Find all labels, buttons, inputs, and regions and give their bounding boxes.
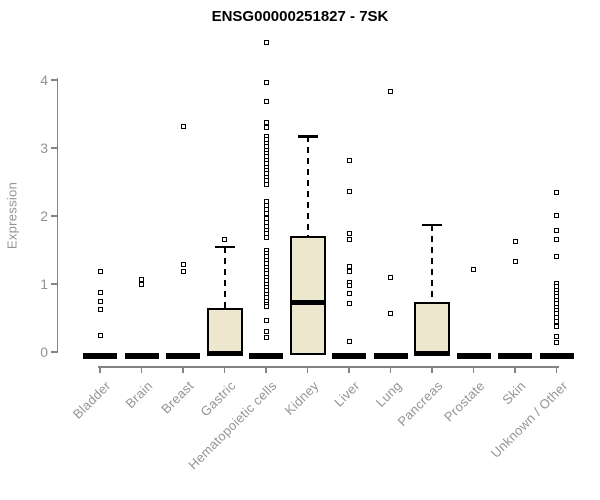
y-tick-label: 3 [40, 140, 48, 156]
x-tick [265, 366, 267, 373]
x-tick [182, 366, 184, 373]
y-tick [50, 215, 57, 217]
outlier-point [97, 307, 103, 313]
outlier-point [263, 230, 269, 236]
outlier-point [180, 269, 186, 275]
collapsed-box-Lung [373, 353, 408, 359]
y-tick-label: 2 [40, 208, 48, 224]
outlier-point [554, 318, 559, 324]
outlier-point [263, 40, 269, 46]
outlier-point [388, 310, 393, 316]
outlier-point [97, 299, 103, 305]
y-tick-label: 0 [40, 344, 48, 360]
outlier-point [263, 125, 269, 131]
collapsed-box-Liver [332, 353, 366, 359]
outlier-point [263, 303, 269, 309]
y-tick [50, 351, 57, 353]
outlier-point [512, 239, 518, 245]
collapsed-box-Prostate [456, 353, 491, 359]
whisker-Gastric [223, 246, 226, 308]
y-tick-label: 1 [40, 276, 48, 292]
outlier-point [554, 237, 559, 243]
median-Gastric [206, 351, 243, 356]
outlier-point [554, 254, 559, 260]
collapsed-box-Skin [498, 353, 532, 359]
outlier-point [139, 281, 144, 287]
box-Pancreas [414, 301, 450, 355]
collapsed-box-Hematopoietic cells [249, 353, 283, 359]
outlier-point [263, 119, 269, 125]
outlier-point [180, 124, 186, 130]
whisker-cap-Pancreas [422, 223, 442, 227]
outlier-point [554, 227, 559, 233]
x-tick [223, 366, 226, 373]
x-tick [431, 366, 433, 373]
median-Pancreas [414, 351, 450, 356]
outlier-point [263, 80, 269, 86]
box-Kidney [289, 235, 326, 355]
outlier-point [263, 317, 269, 323]
outlier-point [346, 237, 352, 243]
x-tick [472, 366, 475, 373]
median-Kidney [289, 299, 326, 305]
collapsed-box-Unknown / Other [539, 353, 574, 359]
collapsed-box-Brain [124, 353, 159, 359]
collapsed-box-Breast [166, 353, 200, 359]
y-tick-label: 4 [40, 72, 48, 88]
x-tick [514, 366, 516, 373]
outlier-point [346, 282, 352, 288]
outlier-point [346, 300, 352, 306]
outlier-point [97, 290, 103, 296]
x-tick [306, 366, 309, 373]
outlier-point [180, 262, 186, 268]
x-tick [348, 366, 350, 373]
outlier-point [263, 182, 269, 188]
outlier-point [346, 263, 352, 269]
outlier-point [346, 189, 352, 195]
outlier-point [512, 259, 518, 265]
x-axis-line [98, 366, 559, 368]
x-tick [99, 366, 101, 373]
outlier-point [388, 275, 393, 281]
y-tick [50, 147, 57, 149]
outlier-point [346, 157, 352, 163]
outlier-point [222, 237, 227, 243]
collapsed-box-Bladder [83, 353, 117, 359]
outlier-point [139, 276, 144, 282]
outlier-point [263, 334, 269, 340]
box-Gastric [206, 307, 243, 355]
whisker-Kidney [306, 136, 309, 236]
whisker-Pancreas [431, 224, 433, 302]
whisker-cap-Kidney [297, 135, 318, 138]
outlier-point [554, 190, 559, 196]
y-tick [50, 79, 57, 81]
outlier-point [554, 212, 559, 218]
outlier-point [388, 89, 393, 95]
x-tick [389, 366, 392, 373]
y-tick [50, 283, 57, 285]
whisker-cap-Gastric [214, 245, 235, 249]
outlier-point [346, 338, 352, 344]
outlier-point [346, 269, 352, 275]
outlier-point [97, 269, 103, 275]
outlier-point [346, 291, 352, 297]
outlier-point [263, 329, 269, 335]
chart-title: ENSG00000251827 - 7SK [211, 8, 389, 25]
x-tick [555, 366, 558, 373]
outlier-point [263, 99, 269, 105]
outlier-point [554, 339, 559, 345]
outlier-point [554, 333, 559, 339]
outlier-point [263, 235, 269, 241]
outlier-point [554, 324, 559, 330]
x-tick [140, 366, 143, 373]
outlier-point [346, 230, 352, 236]
y-axis-line [56, 78, 58, 353]
outlier-point [97, 332, 103, 338]
outlier-point [471, 266, 476, 272]
